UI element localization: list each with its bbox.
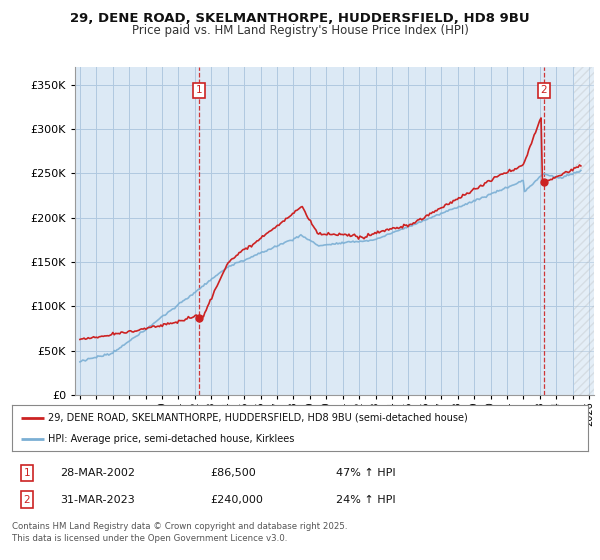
Text: 1: 1 bbox=[196, 85, 202, 95]
Text: 1: 1 bbox=[23, 468, 31, 478]
Text: 28-MAR-2002: 28-MAR-2002 bbox=[60, 468, 135, 478]
Text: 31-MAR-2023: 31-MAR-2023 bbox=[60, 494, 135, 505]
Text: £240,000: £240,000 bbox=[210, 494, 263, 505]
Text: HPI: Average price, semi-detached house, Kirklees: HPI: Average price, semi-detached house,… bbox=[48, 435, 294, 444]
Bar bbox=[574, 67, 594, 395]
Text: £86,500: £86,500 bbox=[210, 468, 256, 478]
Text: 29, DENE ROAD, SKELMANTHORPE, HUDDERSFIELD, HD8 9BU (semi-detached house): 29, DENE ROAD, SKELMANTHORPE, HUDDERSFIE… bbox=[48, 413, 467, 423]
Text: Price paid vs. HM Land Registry's House Price Index (HPI): Price paid vs. HM Land Registry's House … bbox=[131, 24, 469, 36]
Text: 47% ↑ HPI: 47% ↑ HPI bbox=[336, 468, 395, 478]
Text: Contains HM Land Registry data © Crown copyright and database right 2025.
This d: Contains HM Land Registry data © Crown c… bbox=[12, 522, 347, 543]
Text: 2: 2 bbox=[541, 85, 547, 95]
Text: 29, DENE ROAD, SKELMANTHORPE, HUDDERSFIELD, HD8 9BU: 29, DENE ROAD, SKELMANTHORPE, HUDDERSFIE… bbox=[70, 12, 530, 25]
Text: 2: 2 bbox=[23, 494, 31, 505]
Text: 24% ↑ HPI: 24% ↑ HPI bbox=[336, 494, 395, 505]
